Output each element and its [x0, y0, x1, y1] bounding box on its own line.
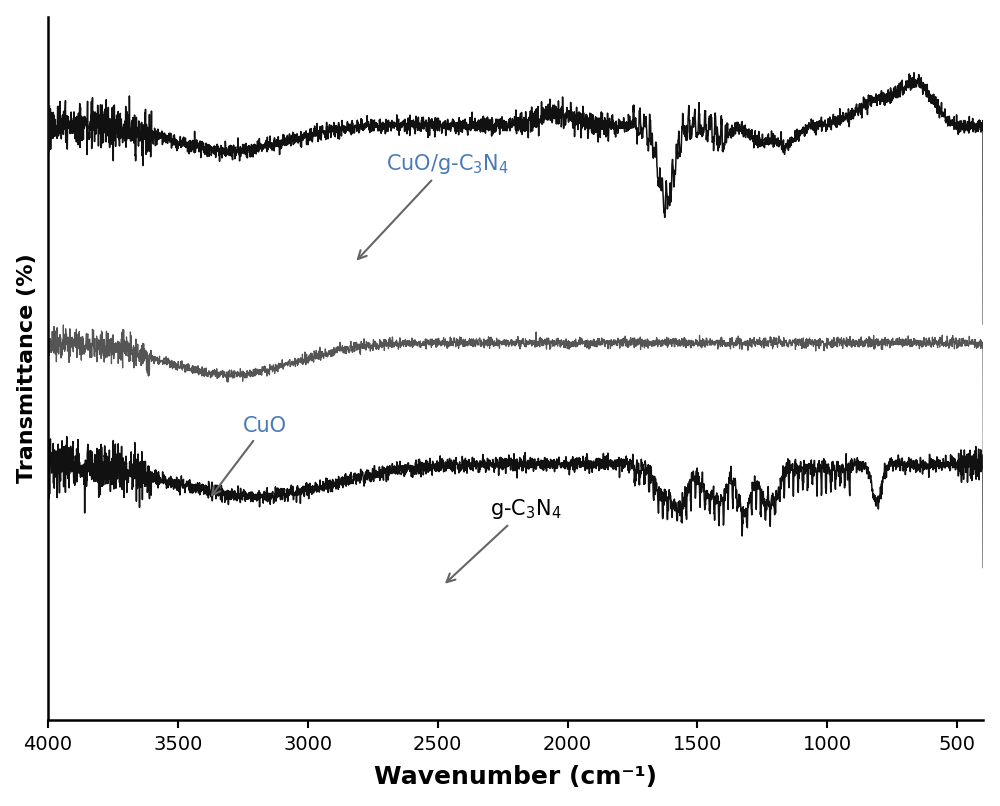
X-axis label: Wavenumber (cm⁻¹): Wavenumber (cm⁻¹) [374, 766, 657, 789]
Text: CuO/g-C$_3$N$_4$: CuO/g-C$_3$N$_4$ [358, 152, 509, 259]
Text: g-C$_3$N$_4$: g-C$_3$N$_4$ [447, 497, 561, 582]
Text: CuO: CuO [212, 416, 287, 496]
Y-axis label: Transmittance (%): Transmittance (%) [17, 253, 37, 483]
